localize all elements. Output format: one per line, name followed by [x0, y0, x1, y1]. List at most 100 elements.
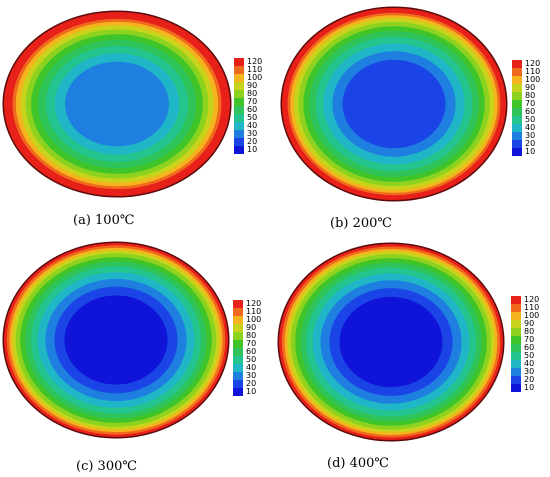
- legend-swatch-10: [233, 388, 243, 396]
- legend-label-10: 10: [247, 145, 258, 154]
- legend-swatch-10: [511, 384, 521, 392]
- panel-a: 120 110 100 90 80 70 60 50 40 30 20 10 (a) 100℃: [0, 0, 275, 238]
- legend-label-80: 80: [524, 327, 535, 336]
- legend-label-100: 100: [524, 311, 540, 320]
- legend-swatch-70: [512, 100, 522, 108]
- legend-swatch-80: [234, 90, 244, 98]
- contour-plot-d: [277, 242, 505, 442]
- legend-swatch-50: [511, 352, 521, 360]
- legend-swatch-90: [234, 82, 244, 90]
- legend-swatch-10: [512, 148, 522, 156]
- legend-swatch-110: [512, 68, 522, 76]
- legend-label-120: 120: [525, 59, 541, 68]
- legend-swatch-60: [233, 348, 243, 356]
- legend-label-20: 20: [525, 139, 536, 148]
- legend-swatch-10: [234, 146, 244, 154]
- legend-label-40: 40: [247, 121, 258, 130]
- legend-label-50: 50: [524, 351, 535, 360]
- legend-label-110: 110: [525, 67, 541, 76]
- legend-swatch-90: [233, 324, 243, 332]
- legend-swatch-20: [512, 140, 522, 148]
- legend-swatch-120: [233, 300, 243, 308]
- legend-label-60: 60: [525, 107, 536, 116]
- legend-swatch-50: [233, 356, 243, 364]
- legend-swatch-120: [234, 58, 244, 66]
- legend-swatch-20: [511, 376, 521, 384]
- legend-label-80: 80: [247, 89, 258, 98]
- legend-label-20: 20: [247, 137, 258, 146]
- legend-swatch-90: [511, 320, 521, 328]
- legend-swatch-110: [511, 304, 521, 312]
- contour-band-12: [339, 296, 443, 388]
- legend-swatch-80: [511, 328, 521, 336]
- legend-label-30: 30: [247, 129, 258, 138]
- legend-swatch-40: [511, 360, 521, 368]
- legend-label-50: 50: [247, 113, 258, 122]
- legend-label-60: 60: [247, 105, 258, 114]
- legend-swatch-30: [234, 130, 244, 138]
- legend-swatch-100: [512, 76, 522, 84]
- contour-bands: [277, 242, 505, 442]
- legend-swatch-50: [512, 116, 522, 124]
- legend-label-120: 120: [524, 295, 540, 304]
- legend-swatch-80: [233, 332, 243, 340]
- legend-label-90: 90: [525, 83, 536, 92]
- legend-swatch-100: [233, 316, 243, 324]
- legend-swatch-120: [511, 296, 521, 304]
- legend-swatch-40: [512, 124, 522, 132]
- contour-band-12: [65, 61, 169, 147]
- contour-bands: [2, 10, 232, 198]
- legend-swatch-110: [233, 308, 243, 316]
- legend-label-80: 80: [525, 91, 536, 100]
- legend-label-120: 120: [247, 57, 263, 66]
- legend-label-30: 30: [246, 371, 257, 380]
- contour-band-12: [64, 295, 168, 385]
- caption-a: (a) 100℃: [73, 213, 135, 228]
- legend-label-70: 70: [524, 335, 535, 344]
- legend-label-90: 90: [524, 319, 535, 328]
- legend-swatch-30: [233, 372, 243, 380]
- contour-bands: [280, 6, 508, 202]
- legend-label-30: 30: [525, 131, 536, 140]
- legend-label-110: 110: [524, 303, 540, 312]
- legend-label-60: 60: [246, 347, 257, 356]
- panel-c: 120 110 100 90 80 70 60 50 40 30 20 10 (c) 300℃: [0, 238, 275, 477]
- legend-swatch-90: [512, 84, 522, 92]
- legend-swatch-20: [234, 138, 244, 146]
- legend-swatch-70: [233, 340, 243, 348]
- legend-label-20: 20: [524, 375, 535, 384]
- contour-plot-c: [2, 241, 230, 439]
- legend-swatch-60: [512, 108, 522, 116]
- legend-label-100: 100: [246, 315, 262, 324]
- caption-d: (d) 400℃: [327, 456, 389, 471]
- panel-b: 120 110 100 90 80 70 60 50 40 30 20 10 (b) 200℃: [275, 0, 550, 238]
- legend-label-20: 20: [246, 379, 257, 388]
- contour-plot-b: [280, 6, 508, 202]
- legend-swatch-100: [234, 74, 244, 82]
- legend-swatch-110: [234, 66, 244, 74]
- panel-d: 120 110 100 90 80 70 60 50 40 30 20 10 (d) 400℃: [275, 238, 550, 477]
- legend-label-100: 100: [525, 75, 541, 84]
- legend-label-70: 70: [246, 339, 257, 348]
- legend-label-80: 80: [246, 331, 257, 340]
- legend-label-40: 40: [246, 363, 257, 372]
- legend-swatch-120: [512, 60, 522, 68]
- legend-label-110: 110: [247, 65, 263, 74]
- legend-label-90: 90: [246, 323, 257, 332]
- legend-swatch-100: [511, 312, 521, 320]
- legend-swatch-60: [234, 106, 244, 114]
- legend-label-50: 50: [246, 355, 257, 364]
- caption-b: (b) 200℃: [330, 216, 392, 231]
- legend-swatch-20: [233, 380, 243, 388]
- legend-label-50: 50: [525, 115, 536, 124]
- contour-plot-a: [2, 10, 232, 198]
- legend-label-40: 40: [524, 359, 535, 368]
- legend-label-40: 40: [525, 123, 536, 132]
- legend-swatch-70: [234, 98, 244, 106]
- caption-c: (c) 300℃: [76, 459, 137, 474]
- legend-swatch-60: [511, 344, 521, 352]
- legend-label-70: 70: [525, 99, 536, 108]
- legend-label-60: 60: [524, 343, 535, 352]
- legend-swatch-80: [512, 92, 522, 100]
- legend-label-10: 10: [524, 383, 535, 392]
